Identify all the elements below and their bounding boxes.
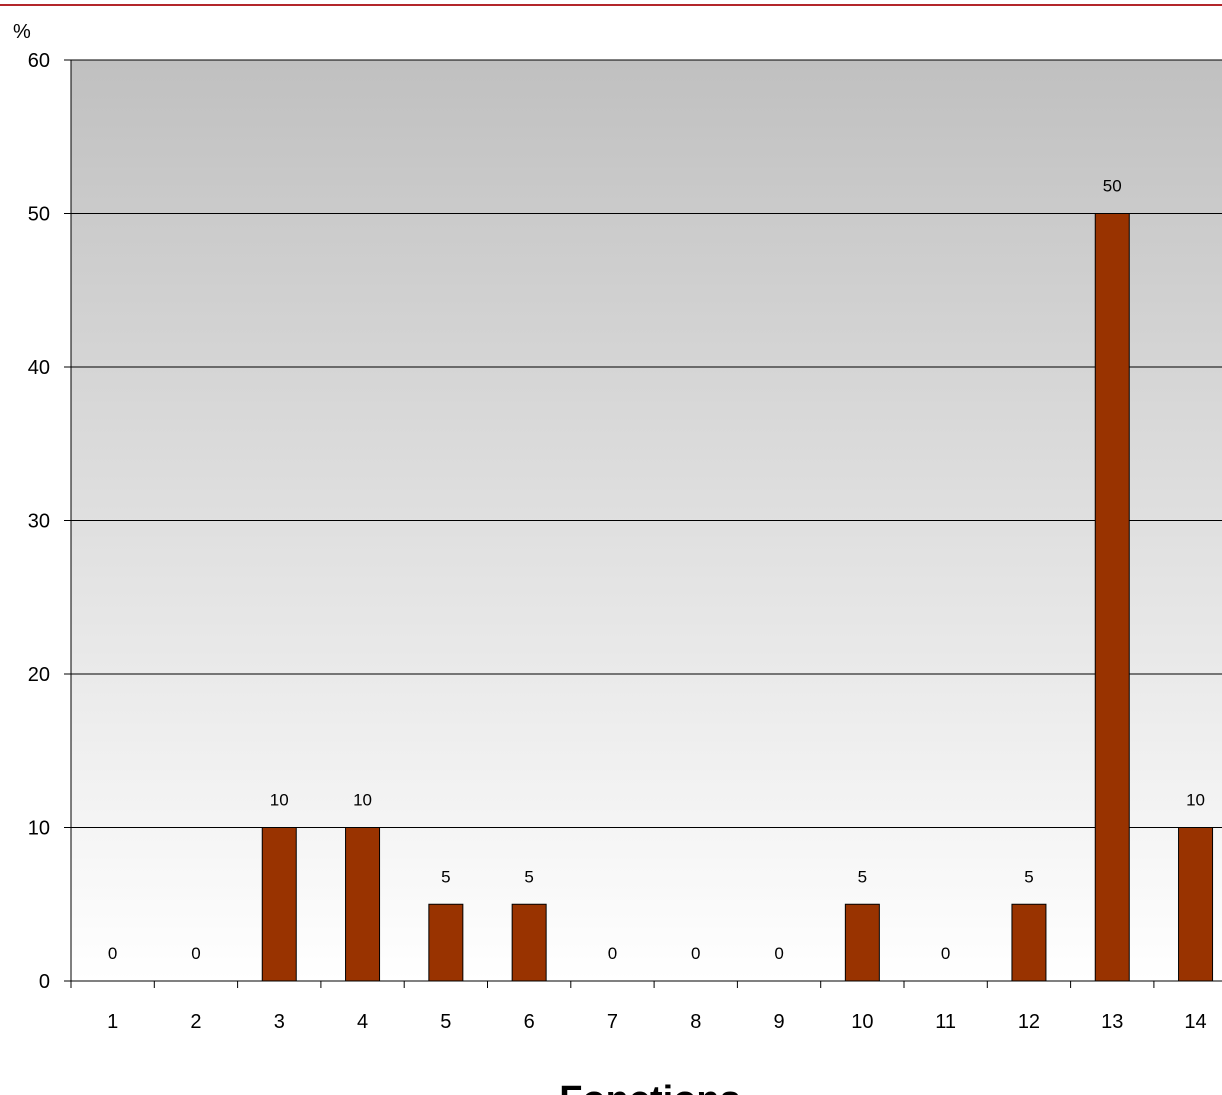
bar (428, 903, 464, 982)
data-label: 10 (270, 791, 289, 810)
x-tick-label: 11 (935, 1011, 956, 1033)
data-label: 0 (608, 944, 617, 963)
data-label: 5 (858, 867, 867, 886)
bar (511, 903, 547, 982)
x-tick-label: 1 (107, 1011, 118, 1033)
data-label: 0 (774, 944, 783, 963)
y-tick-label: 0 (39, 971, 50, 993)
x-tick-label: 10 (851, 1011, 873, 1033)
x-tick-label: 2 (190, 1011, 201, 1033)
x-axis-label: Fonctions (559, 1079, 741, 1095)
x-tick-label: 6 (524, 1011, 535, 1033)
y-tick-label: 20 (28, 664, 50, 686)
y-tick-label: 10 (28, 818, 50, 840)
data-label: 0 (691, 944, 700, 963)
data-label: 5 (1024, 867, 1033, 886)
data-label: 0 (191, 944, 200, 963)
x-tick-label: 13 (1101, 1011, 1123, 1033)
x-tick-label: 5 (440, 1011, 451, 1033)
bar (261, 827, 297, 982)
bar (345, 827, 381, 982)
data-label: 0 (108, 944, 117, 963)
y-tick-label: 50 (28, 204, 50, 226)
top-divider-line (0, 4, 1222, 6)
x-tick-labels: 1 2 3 4 5 6 7 8 9 10 11 12 13 14 (107, 1011, 1207, 1033)
data-label: 5 (441, 867, 450, 886)
x-tick-label: 3 (274, 1011, 285, 1033)
bar (1011, 903, 1047, 982)
bar (844, 903, 880, 982)
x-tick-label: 14 (1184, 1011, 1206, 1033)
x-tick-label: 7 (607, 1011, 618, 1033)
data-label: 50 (1103, 177, 1122, 196)
bars (261, 213, 1214, 982)
y-tick-labels: 0 10 20 30 40 50 60 (28, 50, 50, 993)
axes (64, 59, 1222, 988)
data-label: 10 (1186, 791, 1205, 810)
x-tick-label: 8 (690, 1011, 701, 1033)
bar (1178, 827, 1214, 982)
x-tick-label: 4 (357, 1011, 368, 1033)
x-tick-label: 12 (1018, 1011, 1040, 1033)
data-label: 5 (524, 867, 533, 886)
y-tick-label: 60 (28, 50, 50, 72)
y-tick-label: 40 (28, 357, 50, 379)
y-axis-label: % (13, 21, 31, 43)
y-tick-label: 30 (28, 511, 50, 533)
bar (1094, 213, 1130, 982)
x-tick-label: 9 (773, 1011, 784, 1033)
gridlines (71, 59, 1222, 828)
data-label: 0 (941, 944, 950, 963)
data-label: 10 (353, 791, 372, 810)
